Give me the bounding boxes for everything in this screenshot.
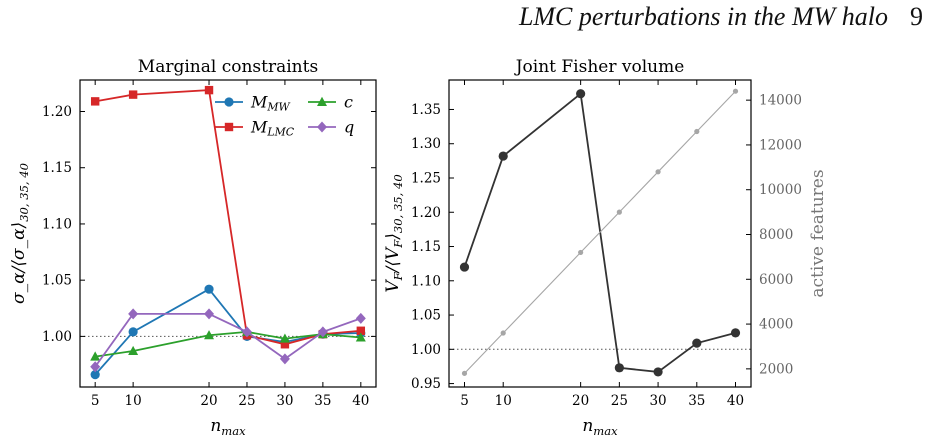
legend-label: MMW [250, 93, 291, 114]
x-tick-label: 25 [611, 393, 628, 409]
y-tick-label: 0.95 [411, 376, 441, 392]
plot-frame [448, 79, 752, 388]
legend-marker [224, 97, 234, 107]
y2-tick-label: 2000 [759, 361, 793, 377]
y-tick-label: 1.05 [42, 273, 72, 289]
x-tick-label: 5 [91, 393, 100, 409]
data-point [280, 340, 290, 349]
x-tick-label: 10 [495, 393, 512, 409]
y-tick-label: 1.05 [411, 308, 441, 324]
y2-tick-label: 6000 [759, 272, 793, 288]
y-tick-label: 1.35 [411, 102, 441, 118]
series-line-1 [464, 90, 736, 374]
running-title: LMC perturbations in the MW halo [518, 2, 888, 31]
y-tick-label: 1.10 [42, 216, 72, 232]
data-point [578, 249, 584, 256]
x-tick-label: 40 [352, 393, 369, 409]
x-axis-label: nmax [582, 416, 618, 438]
y2-tick-label: 14000 [759, 93, 802, 109]
y-tick-label: 1.30 [411, 136, 441, 152]
y-tick-label: 1.20 [42, 104, 72, 120]
data-point [90, 361, 101, 373]
legend-marker [224, 122, 234, 132]
y-tick-label: 1.15 [42, 160, 72, 176]
x-tick-label: 10 [125, 393, 142, 409]
chart-marginal-constraints: 5 10 20 25 30 35 40 1.00 1.05 1.10 1.15 1.20 Margina… [9, 57, 377, 438]
data-point [204, 85, 214, 95]
y-tick-label: 1.20 [411, 205, 441, 221]
data-point [355, 312, 366, 324]
legend-label: MLMC [250, 118, 295, 139]
data-point [128, 327, 138, 337]
data-point [614, 363, 624, 373]
series-line-3 [94, 313, 362, 368]
x-tick-label: 40 [727, 393, 744, 409]
data-point [90, 351, 101, 361]
y-axis-label: σ_α/⟨σ_α⟩30, 35, 40 [9, 163, 31, 304]
plot-frame [79, 79, 377, 388]
data-point [204, 330, 215, 340]
x-axis-label: nmax [210, 416, 246, 438]
legend-label: c [344, 93, 353, 112]
data-point [730, 328, 741, 338]
data-point [461, 370, 468, 376]
data-point [616, 209, 622, 215]
y2-axis-label: active features [808, 169, 828, 297]
data-point [500, 330, 506, 336]
y-tick-label: 1.00 [42, 329, 72, 345]
data-point [279, 333, 290, 343]
y-axis-label: VF/⟨VF⟩30, 35, 40 [383, 174, 405, 292]
data-point [576, 89, 586, 99]
y2-tick-label: 8000 [759, 227, 793, 243]
legend-label: q [344, 118, 354, 137]
data-point [128, 90, 138, 99]
y-tick-label: 1.00 [411, 342, 441, 358]
data-point [694, 128, 700, 135]
x-tick-label: 35 [314, 393, 331, 409]
page-number: 9 [910, 2, 923, 31]
x-tick-label: 20 [200, 393, 217, 409]
x-tick-label: 30 [276, 393, 293, 409]
y-tick-label: 1.25 [411, 170, 441, 186]
data-point [692, 338, 702, 348]
data-point [241, 326, 252, 338]
data-point [459, 262, 470, 272]
data-point [128, 345, 139, 356]
y-tick-label: 1.15 [411, 239, 441, 255]
y2-tick-label: 10000 [759, 182, 802, 198]
running-header: LMC perturbations in the MW halo 9 [519, 2, 923, 32]
chart-title: Joint Fisher volume [514, 57, 685, 77]
y-tick-label: 1.10 [411, 273, 441, 289]
x-tick-label: 25 [238, 393, 255, 409]
data-point [356, 326, 366, 335]
y2-tick-label: 4000 [759, 317, 793, 333]
x-tick-label: 35 [688, 393, 705, 409]
data-point [355, 332, 366, 342]
data-point [204, 308, 215, 320]
data-point [279, 353, 290, 365]
data-point [498, 151, 508, 161]
x-tick-label: 20 [572, 393, 589, 409]
data-point [732, 88, 739, 94]
chart-title: Marginal constraints [138, 57, 318, 77]
x-tick-label: 30 [649, 393, 666, 409]
data-point [317, 326, 328, 338]
chart-joint-fisher-volume: 5 10 20 25 30 35 40 0.95 1.00 1.05 1.10 1.15 1.20 1.2… [383, 57, 828, 438]
data-point [204, 284, 214, 294]
y2-tick-label: 12000 [759, 137, 802, 153]
data-point [653, 367, 663, 377]
legend-marker [317, 96, 327, 106]
data-point [90, 97, 100, 106]
data-point [90, 370, 100, 380]
x-tick-label: 5 [460, 393, 469, 409]
data-point [128, 308, 139, 320]
data-point [655, 169, 661, 175]
legend-marker [317, 121, 327, 133]
